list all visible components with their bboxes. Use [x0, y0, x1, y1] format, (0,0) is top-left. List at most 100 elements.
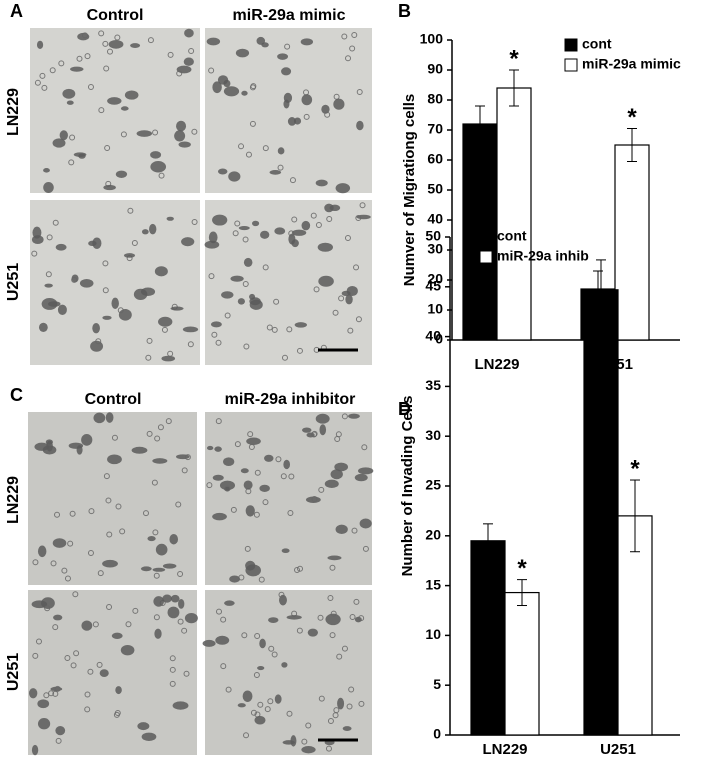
cell — [52, 624, 59, 631]
cell — [301, 746, 316, 754]
cell — [244, 545, 251, 552]
cell — [277, 164, 284, 171]
cell — [249, 297, 261, 306]
legend-swatch — [479, 230, 493, 244]
row-label: U251 — [5, 263, 22, 301]
cell — [172, 701, 189, 710]
cell — [230, 275, 244, 282]
cell — [349, 45, 356, 52]
cell — [187, 341, 194, 348]
cell — [327, 555, 342, 561]
cell — [286, 710, 293, 717]
cell — [69, 134, 76, 141]
cell — [158, 172, 165, 179]
cell — [147, 37, 154, 44]
cell — [280, 473, 287, 480]
cell — [212, 81, 222, 94]
cell — [184, 612, 198, 624]
cell — [81, 433, 93, 446]
cell — [115, 170, 128, 178]
cell — [103, 184, 116, 191]
cell — [251, 220, 260, 227]
cell — [223, 86, 240, 97]
cell — [215, 635, 230, 645]
panel-label: C — [10, 385, 23, 405]
cell — [212, 474, 224, 481]
cell — [325, 745, 332, 752]
micrograph — [205, 412, 372, 585]
cell — [111, 632, 123, 639]
cell — [262, 145, 269, 152]
cell — [311, 430, 318, 437]
cell — [334, 462, 349, 472]
cell — [64, 654, 71, 661]
cell — [191, 128, 198, 135]
cell — [281, 67, 292, 76]
cell — [262, 499, 269, 506]
cell — [92, 237, 102, 249]
micrographs — [28, 28, 374, 756]
cell — [341, 413, 348, 420]
cell — [325, 613, 341, 626]
cell — [102, 559, 118, 568]
cell — [250, 709, 257, 716]
cell — [181, 467, 188, 474]
cell — [88, 240, 97, 247]
cell — [53, 614, 63, 621]
cell — [268, 645, 275, 652]
cell — [208, 231, 218, 244]
cell — [178, 598, 185, 609]
cell — [76, 55, 83, 62]
cell — [154, 628, 162, 639]
y-tick-label: 35 — [425, 377, 441, 393]
cell — [61, 567, 68, 574]
cell — [31, 235, 44, 245]
significance-marker: * — [627, 104, 637, 131]
cell — [115, 686, 122, 695]
cell — [330, 469, 343, 480]
cell — [147, 535, 156, 542]
cell — [174, 130, 186, 142]
cell — [32, 652, 39, 659]
y-tick-label: 40 — [427, 211, 443, 227]
cell — [351, 32, 358, 39]
cell — [136, 130, 153, 137]
cell — [111, 297, 119, 309]
cell — [120, 645, 135, 656]
cell — [219, 480, 236, 491]
panel-label: B — [398, 1, 411, 21]
cell — [315, 179, 328, 187]
cell — [107, 454, 122, 465]
legend-label: miR-29a mimic — [582, 56, 681, 72]
cell — [103, 473, 110, 480]
cell — [356, 120, 364, 131]
cell — [102, 40, 109, 47]
y-axis-label: Numver of Migrationg cells — [401, 94, 418, 287]
cell — [318, 275, 334, 287]
cell — [253, 511, 260, 518]
significance-marker: * — [517, 555, 527, 582]
cell — [141, 732, 157, 741]
cell — [284, 43, 291, 50]
cell — [48, 690, 55, 697]
cell — [37, 545, 47, 558]
cell — [264, 454, 274, 462]
cell — [62, 88, 76, 99]
cell — [224, 600, 235, 606]
cell — [35, 638, 42, 645]
cell — [243, 257, 253, 267]
cell — [64, 575, 71, 582]
cell — [68, 442, 84, 449]
cell — [104, 145, 111, 152]
cell — [50, 560, 57, 567]
cell — [142, 510, 149, 517]
cell — [311, 496, 318, 503]
cell — [131, 446, 148, 454]
cell — [157, 424, 164, 431]
cell — [152, 529, 159, 536]
cell — [54, 511, 61, 518]
cell — [113, 711, 120, 718]
cell — [225, 686, 232, 693]
cell — [353, 598, 360, 605]
cell — [264, 706, 271, 713]
